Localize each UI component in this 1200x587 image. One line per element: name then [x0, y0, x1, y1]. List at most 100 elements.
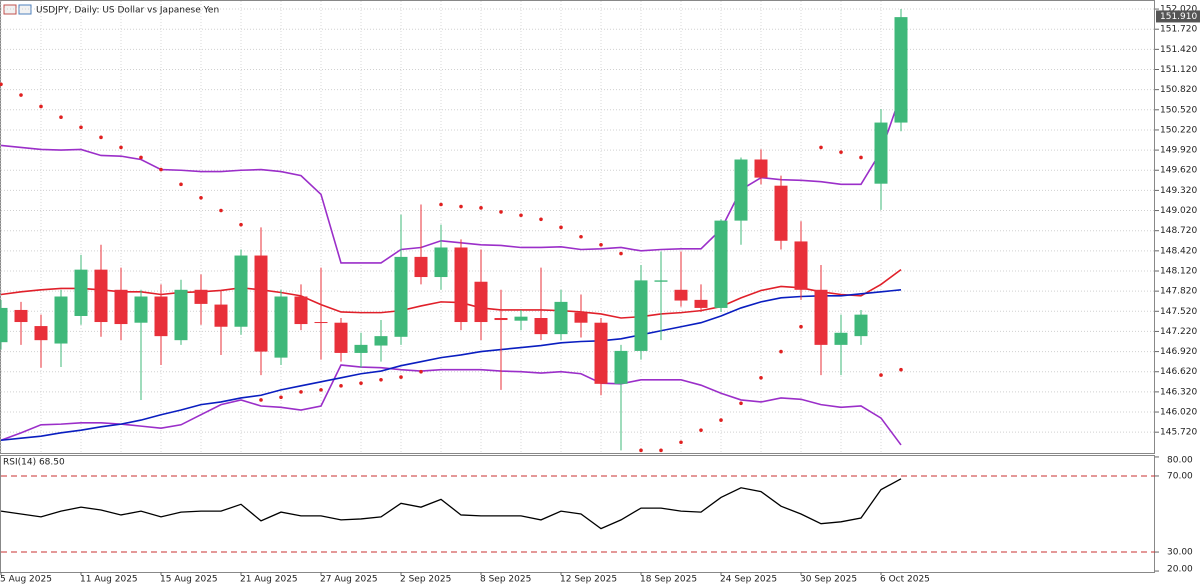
y-tick-label: 149.620 — [1160, 166, 1197, 176]
sar-dot — [639, 448, 643, 453]
y-tick-label: 151.420 — [1160, 45, 1197, 55]
rsi-title: RSI(14) 68.50 — [3, 458, 65, 468]
indicator-line — [0, 94, 902, 264]
y-tick-label: 150.520 — [1160, 105, 1197, 115]
sar-dot — [679, 440, 683, 445]
sar-dot — [199, 195, 203, 200]
candle-body — [774, 185, 788, 241]
sar-dot — [659, 448, 663, 453]
candle-body — [0, 307, 8, 343]
candle-body — [594, 322, 608, 384]
candle-body — [754, 159, 768, 178]
candle-body — [694, 299, 708, 308]
y-tick-label: 145.720 — [1160, 428, 1197, 438]
sar-dot — [599, 242, 603, 247]
y-tick-label: 146.920 — [1160, 347, 1197, 357]
indicator-line — [0, 364, 902, 446]
candle-body — [574, 312, 588, 323]
y-tick-label: 146.320 — [1160, 387, 1197, 397]
sar-dot — [519, 213, 523, 218]
y-tick-label: 151.120 — [1160, 65, 1197, 75]
sar-dot — [39, 104, 43, 109]
y-tick-label: 149.020 — [1160, 206, 1197, 216]
x-tick-label: 24 Sep 2025 — [720, 575, 777, 585]
x-tick-label: 30 Sep 2025 — [800, 575, 857, 585]
candle-body — [834, 332, 848, 345]
candle-body — [654, 280, 668, 282]
candle-body — [74, 269, 88, 316]
sar-dot — [579, 234, 583, 239]
rsi-frame — [0, 455, 1155, 573]
x-tick-label: 6 Oct 2025 — [880, 575, 930, 585]
candle-body — [174, 289, 188, 341]
sar-dot — [319, 388, 323, 392]
y-tick-label: 70.00 — [1167, 471, 1193, 481]
sar-dot — [759, 375, 763, 380]
sar-dot — [859, 155, 863, 160]
indicator-line — [0, 478, 902, 530]
sar-dot — [399, 375, 403, 379]
candle-body — [634, 280, 648, 351]
sar-dot — [219, 208, 223, 213]
candle-body — [794, 241, 808, 290]
candle-body — [134, 296, 148, 323]
candle-body — [274, 296, 288, 358]
y-tick-label: 147.220 — [1160, 327, 1197, 337]
sar-dot — [779, 349, 783, 354]
sar-dot — [359, 381, 363, 385]
sar-dot — [119, 145, 123, 150]
y-tick-label: 152.020 — [1160, 5, 1197, 15]
sar-dot — [559, 225, 563, 230]
sar-dot — [299, 390, 303, 394]
candle-body — [234, 255, 248, 327]
sar-dot — [339, 384, 343, 388]
symbol-icon — [3, 4, 32, 15]
sar-dot — [719, 418, 723, 422]
x-tick-label: 15 Aug 2025 — [160, 575, 218, 585]
x-tick-label: 21 Aug 2025 — [240, 575, 298, 585]
sar-dot — [439, 202, 443, 207]
sar-dot — [839, 150, 843, 154]
candle-body — [874, 122, 888, 184]
candle-body — [434, 247, 448, 278]
indicator-line — [0, 269, 902, 319]
candle-body — [894, 17, 908, 123]
sar-dot — [539, 217, 543, 222]
candle-body — [14, 309, 28, 323]
sar-dot — [59, 115, 63, 119]
candle-body — [214, 304, 228, 327]
y-tick-label: 30.00 — [1167, 548, 1193, 558]
price-tag — [1156, 10, 1200, 23]
candle-body — [814, 289, 828, 345]
sar-dot — [139, 155, 143, 160]
y-tick-label: 149.920 — [1160, 146, 1197, 156]
sar-dot — [379, 377, 383, 382]
y-tick-label: 148.720 — [1160, 226, 1197, 236]
sar-dot — [899, 367, 903, 372]
sar-dot — [19, 93, 23, 97]
y-tick-label: 146.020 — [1160, 408, 1197, 418]
y-tick-label: 146.620 — [1160, 367, 1197, 377]
sar-dot — [419, 369, 423, 374]
sar-dot — [799, 324, 803, 329]
sar-dot — [699, 428, 703, 432]
sar-dot — [0, 82, 3, 87]
y-tick-label: 151.720 — [1160, 25, 1197, 35]
candle-body — [534, 318, 548, 335]
y-tick-label: 80.00 — [1167, 456, 1193, 466]
candle-body — [294, 296, 308, 325]
sar-dot — [239, 222, 243, 227]
candle-body — [374, 336, 388, 346]
y-tick-label: 149.320 — [1160, 186, 1197, 196]
candle-body — [94, 269, 108, 323]
sar-dot — [739, 401, 743, 406]
sar-dot — [479, 206, 483, 210]
y-tick-label: 150.820 — [1160, 85, 1197, 95]
y-tick-label: 20.00 — [1167, 565, 1193, 575]
sar-dot — [79, 125, 83, 130]
candle-body — [414, 256, 428, 278]
candle-body — [454, 247, 468, 323]
candle-body — [714, 220, 728, 308]
sar-dot — [259, 398, 263, 402]
